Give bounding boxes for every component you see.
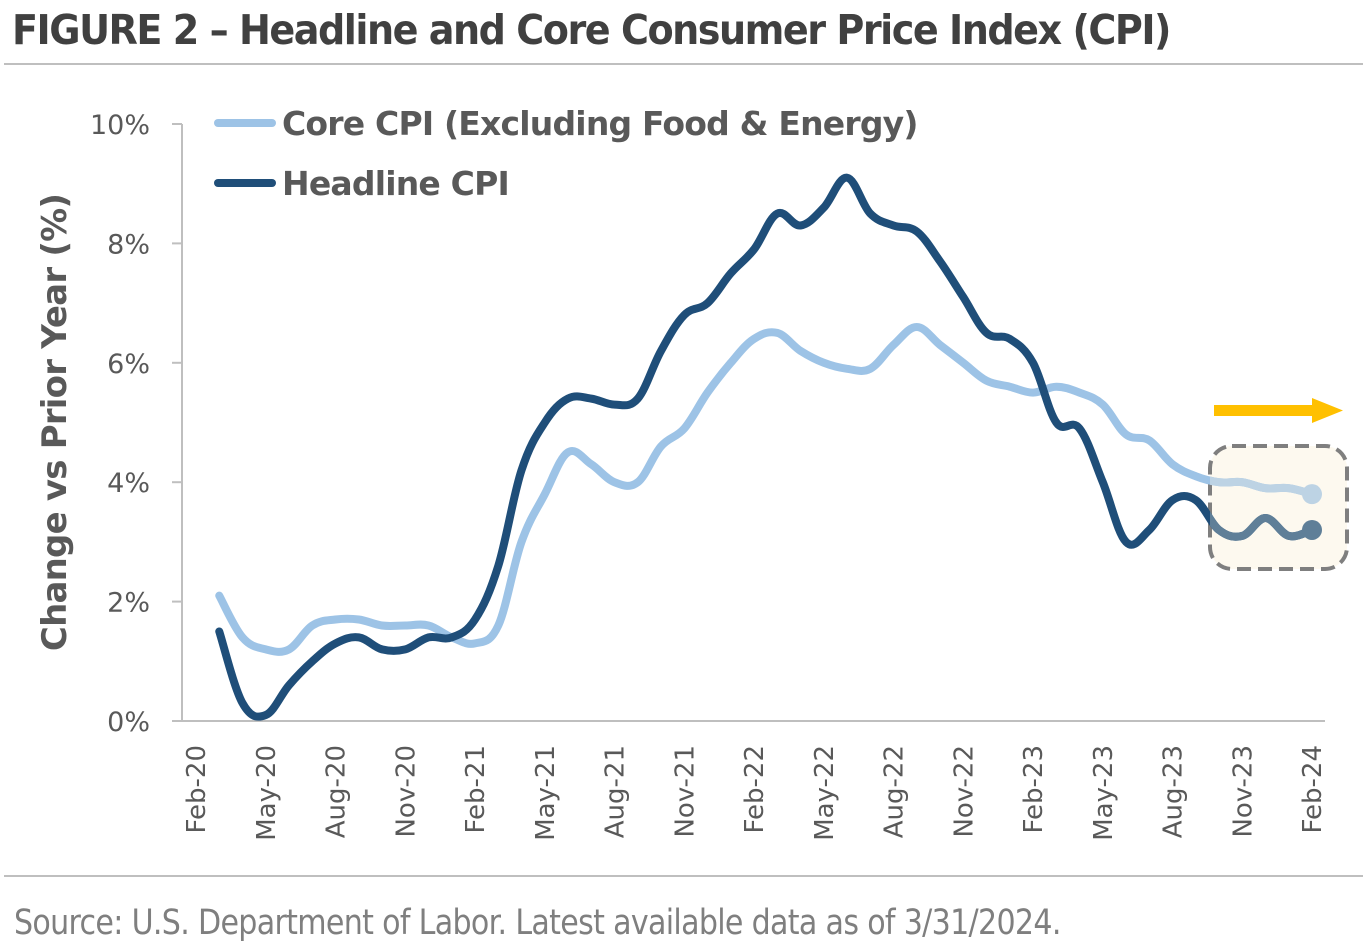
series-line-core-highlighted <box>1210 476 1316 499</box>
x-tick-label: Aug-23 <box>1159 745 1189 838</box>
highlight-box <box>1208 444 1349 571</box>
y-tick-labels: 0% 2% 4% 6% 8% 10% <box>90 110 182 738</box>
y-tick-label: 4% <box>107 468 150 499</box>
x-tick-label: Nov-20 <box>391 745 421 838</box>
x-tick-label: Nov-21 <box>670 745 700 838</box>
x-tick-label: Aug-21 <box>601 745 631 838</box>
end-marker-core <box>1302 484 1322 505</box>
y-tick-label: 2% <box>107 588 150 619</box>
cpi-line-chart: Change vs Prior Year (%) 0% 2% 4% 6% 8% 10% F… <box>35 104 1349 841</box>
x-tick-labels: Feb-20 May-20 Aug-20 Nov-20 Feb-21 May-21 Aug-… <box>182 745 1328 841</box>
y-tick-label: 8% <box>107 229 150 260</box>
series-line-headline-highlighted <box>1210 511 1316 541</box>
x-tick-label: Feb-21 <box>461 745 491 834</box>
legend-label-headline: Headline CPI <box>282 164 509 203</box>
y-tick-label: 0% <box>107 707 150 738</box>
x-tick-label: Feb-24 <box>1298 745 1328 834</box>
y-tick-label: 10% <box>90 110 150 141</box>
figure-title: FIGURE 2 – Headline and Core Consumer Pr… <box>12 6 1171 54</box>
series-line-core <box>215 323 1316 656</box>
x-tick-label: Nov-23 <box>1228 745 1258 838</box>
series-lines <box>215 173 1322 721</box>
x-tick-label: Feb-23 <box>1019 745 1049 834</box>
x-tick-label: Feb-20 <box>182 745 212 834</box>
x-tick-label: May-21 <box>531 745 561 841</box>
source-divider <box>4 875 1363 877</box>
x-tick-label: Aug-22 <box>880 745 910 838</box>
x-tick-label: Nov-22 <box>949 745 979 838</box>
arrow-shaft <box>1214 405 1314 416</box>
x-tick-label: May-20 <box>252 745 282 841</box>
legend-label-core: Core CPI (Excluding Food & Energy) <box>282 104 918 143</box>
end-marker-headline <box>1302 519 1322 540</box>
x-tick-label: May-23 <box>1089 745 1119 841</box>
arrow-head <box>1312 398 1343 423</box>
series-line-headline <box>215 173 1316 721</box>
x-tick-label: May-22 <box>810 745 840 841</box>
legend: Core CPI (Excluding Food & Energy) Headl… <box>214 104 918 203</box>
y-axis-title: Change vs Prior Year (%) <box>35 194 75 651</box>
title-divider <box>4 63 1363 65</box>
y-tick-label: 6% <box>107 349 150 380</box>
x-tick-label: Feb-22 <box>740 745 770 834</box>
axes <box>172 124 1325 722</box>
source-note: Source: U.S. Department of Labor. Latest… <box>14 903 1061 943</box>
x-tick-label: Aug-20 <box>322 745 352 838</box>
forward-arrow-icon <box>1214 398 1343 423</box>
